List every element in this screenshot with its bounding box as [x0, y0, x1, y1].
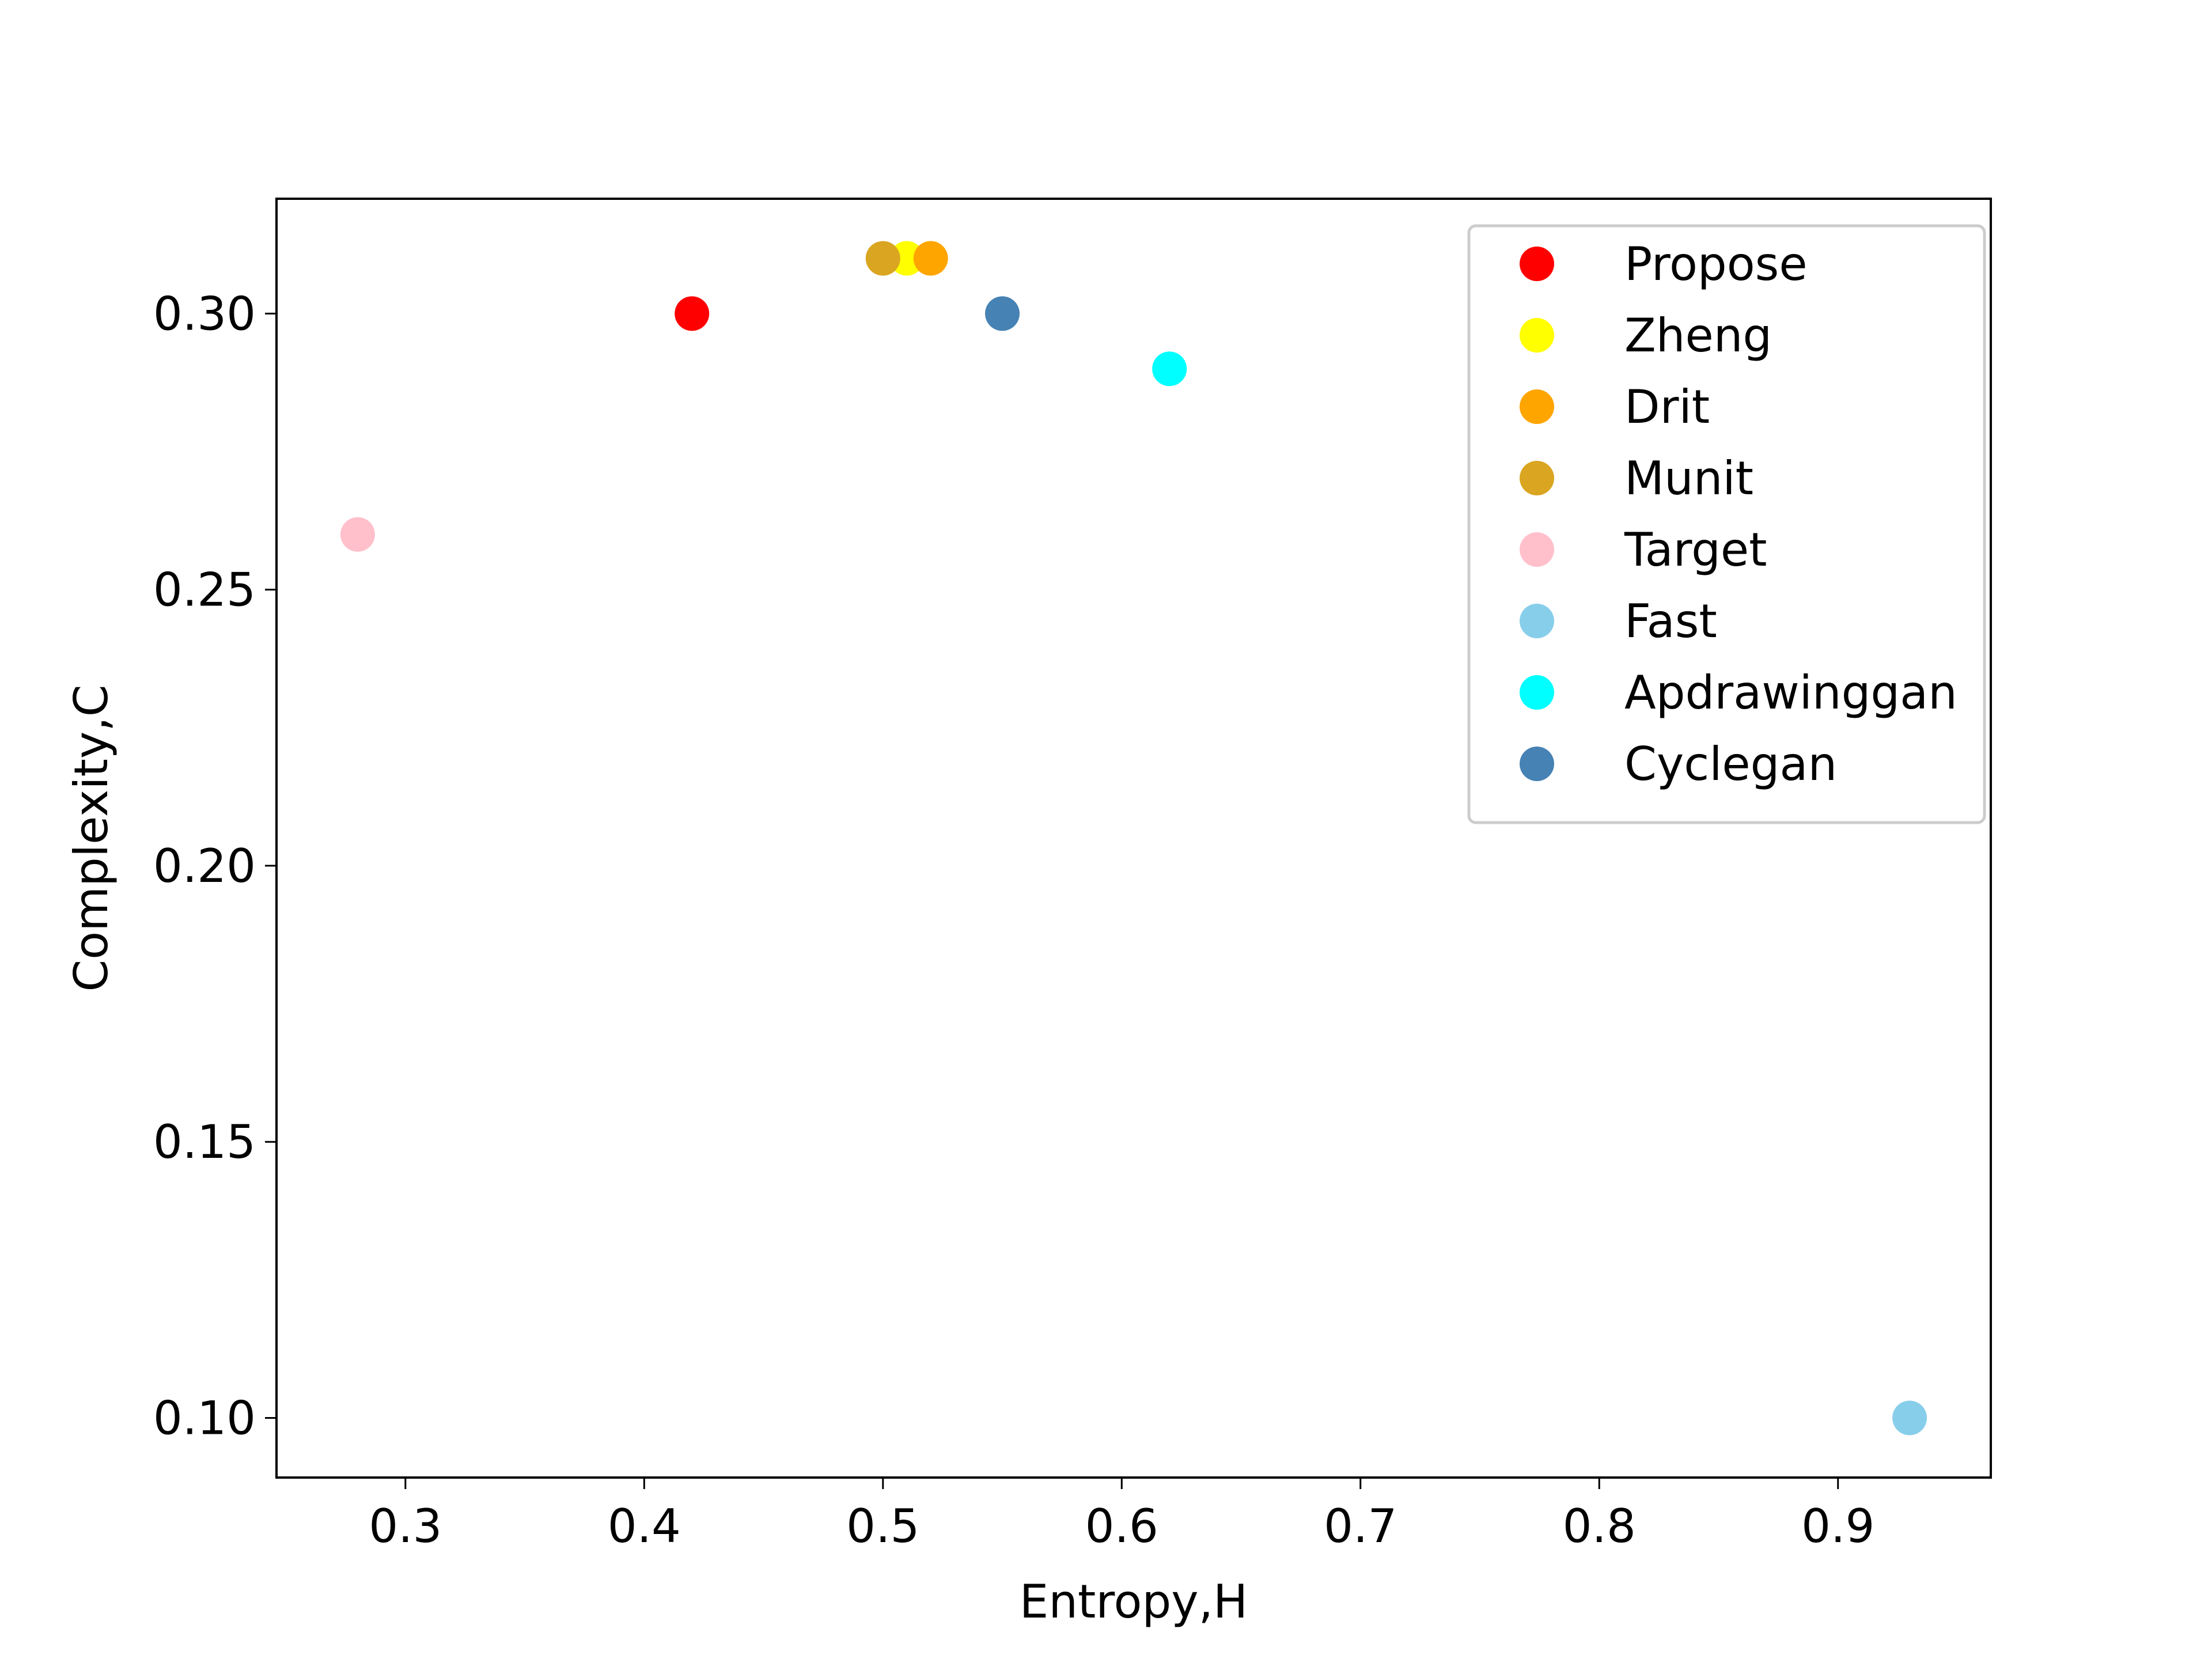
data-point-propose — [675, 296, 710, 331]
data-point-target — [340, 517, 375, 552]
x-tick-label: 0.5 — [846, 1499, 919, 1553]
legend-marker-apdrawinggan — [1520, 675, 1554, 710]
data-point-apdrawinggan — [1152, 351, 1187, 387]
x-axis-label: Entropy,H — [1020, 1575, 1248, 1628]
y-axis-ticks: 0.10 0.15 0.20 0.25 0.30 — [153, 287, 276, 1445]
x-tick-label: 0.3 — [369, 1499, 442, 1553]
data-point-zheng — [889, 241, 925, 276]
x-tick-label: 0.7 — [1324, 1499, 1397, 1553]
legend-marker-cyclegan — [1520, 747, 1554, 781]
legend-marker-propose — [1520, 247, 1554, 281]
x-tick-label: 0.4 — [608, 1499, 681, 1553]
x-axis-ticks: 0.3 0.4 0.5 0.6 0.7 0.8 0.9 — [369, 1478, 1874, 1553]
legend-marker-munit — [1520, 461, 1554, 495]
data-points — [340, 241, 1927, 1435]
legend-marker-fast — [1520, 604, 1554, 638]
legend-marker-drit — [1520, 389, 1554, 424]
y-tick-label: 0.30 — [153, 287, 256, 340]
legend-label-cyclegan: Cyclegan — [1624, 737, 1837, 791]
legend: Propose Zheng Drit Munit Target Fast Apdrawing… — [1467, 224, 1986, 824]
legend-label-munit: Munit — [1624, 452, 1753, 505]
data-point-fast — [1892, 1400, 1927, 1435]
y-tick-label: 0.20 — [153, 839, 256, 893]
legend-marker-zheng — [1520, 318, 1554, 353]
y-tick-label: 0.25 — [153, 563, 256, 617]
x-tick-label: 0.6 — [1085, 1499, 1158, 1553]
x-tick-label: 0.9 — [1801, 1499, 1874, 1553]
legend-label-propose: Propose — [1624, 237, 1808, 291]
legend-label-fast: Fast — [1624, 594, 1717, 648]
legend-label-zheng: Zheng — [1624, 309, 1772, 362]
plot-area-frame — [275, 198, 1992, 1479]
data-point-drit — [913, 241, 948, 276]
legend-marker-target — [1520, 532, 1554, 567]
data-point-cyclegan — [985, 296, 1020, 331]
y-tick-label: 0.10 — [153, 1391, 256, 1445]
data-point-munit — [865, 241, 900, 276]
legend-label-target: Target — [1624, 523, 1767, 577]
legend-label-apdrawinggan: Apdrawinggan — [1624, 666, 1957, 719]
y-axis-label: Complexity,C — [65, 684, 118, 991]
x-tick-label: 0.8 — [1563, 1499, 1636, 1553]
legend-label-drit: Drit — [1624, 380, 1710, 434]
y-tick-label: 0.15 — [153, 1115, 256, 1169]
legend-box — [1467, 224, 1986, 824]
